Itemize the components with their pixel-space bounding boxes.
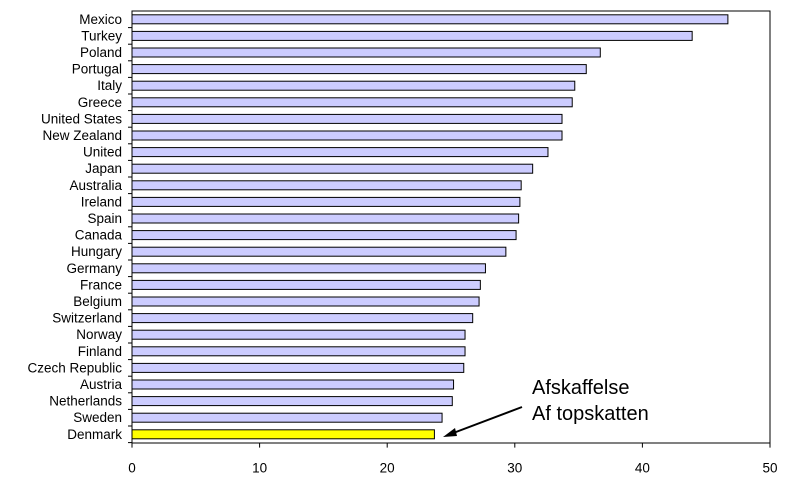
category-label: Finland — [78, 344, 122, 359]
category-label: Australia — [69, 178, 122, 193]
category-label: Czech Republic — [27, 360, 122, 375]
x-tick-label: 40 — [635, 461, 650, 476]
bar-austria — [131, 379, 455, 390]
bar-new-zealand — [131, 130, 563, 141]
bar-finland — [131, 346, 466, 357]
category-label: Switzerland — [52, 311, 122, 326]
category-label: Netherlands — [49, 394, 122, 409]
bar-australia — [131, 180, 522, 191]
category-label: Canada — [75, 228, 123, 243]
category-label: United — [83, 145, 122, 160]
annotation-arrowhead — [443, 428, 457, 437]
category-label: Ireland — [81, 194, 122, 209]
category-label: Sweden — [73, 410, 122, 425]
bar-netherlands — [131, 396, 453, 407]
plot-area — [131, 10, 771, 444]
category-label: Germany — [66, 261, 122, 276]
category-label: Portugal — [72, 62, 122, 77]
bars-group — [131, 14, 729, 440]
category-label: Poland — [80, 45, 122, 60]
bar-hungary — [131, 246, 507, 257]
category-labels: MexicoTurkeyPolandPortugalItalyGreeceUni… — [27, 12, 122, 442]
annotation-line-1: Afskaffelse — [532, 377, 629, 399]
category-label: New Zealand — [42, 128, 122, 143]
category-label: Greece — [78, 95, 122, 110]
category-label: Italy — [97, 78, 122, 93]
bar-czech-republic — [131, 362, 465, 373]
bar-canada — [131, 230, 517, 241]
category-label: United States — [41, 111, 122, 126]
bar-turkey — [131, 30, 693, 41]
bar-italy — [131, 80, 576, 91]
category-label: Denmark — [67, 427, 122, 442]
category-label: Hungary — [71, 244, 122, 259]
bar-germany — [131, 263, 486, 274]
bar-switzerland — [131, 313, 474, 324]
x-tick-label: 0 — [128, 461, 136, 476]
category-label: France — [80, 277, 122, 292]
bar-mexico — [131, 14, 729, 25]
annotation-line-2: Af topskatten — [532, 403, 649, 425]
bar-spain — [131, 213, 520, 224]
category-label: Japan — [85, 161, 122, 176]
category-label: Belgium — [73, 294, 122, 309]
category-label: Turkey — [81, 28, 122, 43]
bar-portugal — [131, 64, 587, 75]
bar-denmark — [131, 429, 435, 440]
bar-united — [131, 147, 549, 158]
bar-france — [131, 279, 481, 290]
category-label: Mexico — [79, 12, 122, 27]
bar-greece — [131, 97, 573, 108]
bar-united-states — [131, 113, 563, 124]
bar-belgium — [131, 296, 480, 307]
bar-poland — [131, 47, 601, 58]
category-label: Austria — [80, 377, 123, 392]
bar-ireland — [131, 196, 521, 207]
x-tick-label: 20 — [380, 461, 395, 476]
annotation-arrow — [447, 406, 523, 436]
bar-norway — [131, 329, 466, 340]
x-tick-label: 30 — [507, 461, 522, 476]
category-label: Spain — [87, 211, 122, 226]
bar-japan — [131, 163, 534, 174]
x-axis-ticks: 0 10 20 30 40 50 — [128, 27, 778, 476]
bar-sweden — [131, 412, 443, 423]
category-label: Norway — [76, 327, 122, 342]
x-tick-label: 10 — [252, 461, 267, 476]
x-tick-label: 50 — [762, 461, 777, 476]
